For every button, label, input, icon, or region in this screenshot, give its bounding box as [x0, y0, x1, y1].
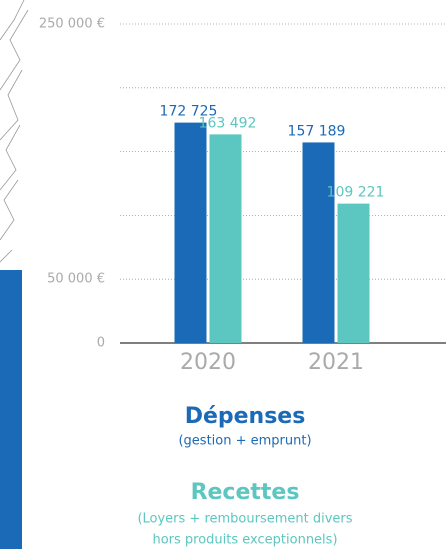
y-tick-label: 250 000 € [39, 17, 105, 32]
bar [174, 122, 207, 343]
bar [337, 203, 370, 343]
legend-entry: Recettes [191, 480, 300, 505]
bar [302, 142, 335, 343]
x-tick-label: 2021 [308, 350, 364, 375]
decor-bar [0, 270, 22, 549]
x-tick-label: 2020 [180, 350, 236, 375]
legend-entry: Dépenses [185, 404, 306, 429]
legend-note: (Loyers + remboursement divers [137, 512, 352, 527]
y-tick-label: 50 000 € [47, 272, 105, 287]
decor-map [0, 0, 29, 263]
legend-note: hors produits exceptionnels) [152, 533, 337, 548]
value-label: 172 725 [160, 104, 218, 120]
y-tick-label: 0 [97, 336, 105, 351]
bar [209, 134, 242, 343]
value-label: 157 189 [288, 123, 346, 139]
legend-note: (gestion + emprunt) [178, 434, 311, 449]
value-label: 109 221 [327, 185, 385, 201]
value-label: 163 492 [199, 115, 257, 131]
